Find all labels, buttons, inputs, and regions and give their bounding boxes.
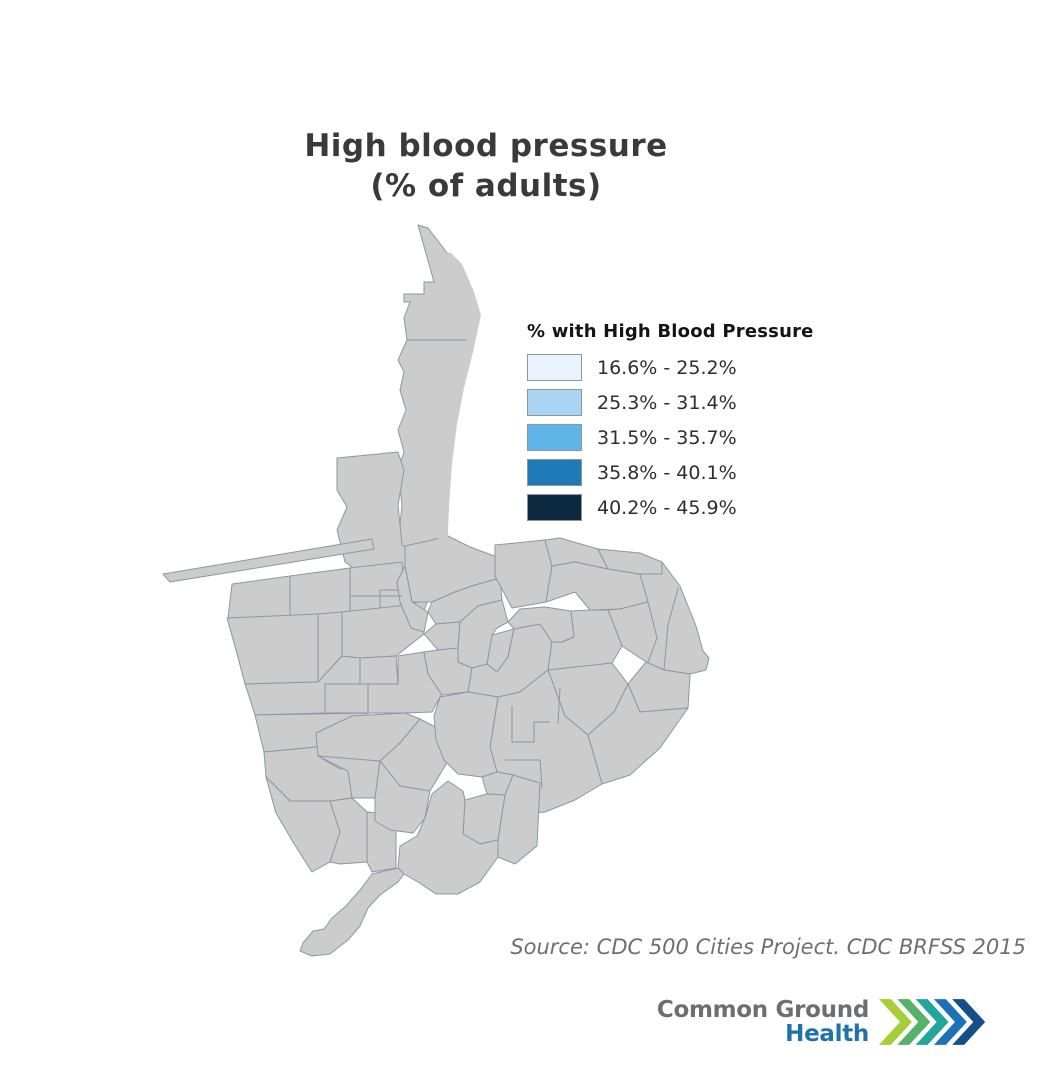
map-tract [359,655,399,685]
page-title: High blood pressure (% of adults) [186,126,786,206]
map-tract [329,797,368,865]
map-tract [289,567,351,619]
legend-row: 35.8% - 40.1% [527,459,814,486]
tract-boundary-line [511,706,550,743]
tract-boundary-line [647,601,658,663]
lake-spit [162,538,375,583]
source-note: Source: CDC 500 Cities Project. CDC BRFS… [510,935,1026,959]
legend-row: 25.3% - 31.4% [527,389,814,416]
genesee-river [438,252,481,556]
logo-chevrons-icon [879,999,986,1045]
title-line-1: High blood pressure [304,128,668,164]
map-tract [423,621,461,651]
legend-row: 40.2% - 45.9% [527,494,814,521]
map-tract [227,575,291,619]
legend-label: 25.3% - 31.4% [597,391,737,414]
logo-name-line1: Common Ground [656,997,869,1023]
map-legend: % with High Blood Pressure 16.6% - 25.2%… [527,321,814,529]
tract-boundary-line [505,759,543,789]
legend-swatch [527,424,582,451]
tract-boundary-line [557,687,561,725]
legend-swatch [527,459,582,486]
legend-label: 16.6% - 25.2% [597,356,737,379]
map-tract [397,339,470,557]
logo-name-line2: Health [785,1021,869,1047]
tract-boundary-line [663,587,679,671]
map-tract [324,683,369,714]
map-tract [226,613,319,685]
map-tract [317,755,381,799]
map-tract [299,867,405,957]
logo-text: Common Ground Health [657,998,869,1046]
map-tract [396,565,429,633]
legend-label: 40.2% - 45.9% [597,496,737,519]
legend-row: 16.6% - 25.2% [527,354,814,381]
legend-title: % with High Blood Pressure [527,321,814,342]
legend-swatch [527,494,582,521]
title-line-2: (% of adults) [370,168,602,204]
common-ground-health-logo: Common Ground Health [657,997,987,1047]
legend-label: 35.8% - 40.1% [597,461,737,484]
legend-label: 31.5% - 35.7% [597,426,737,449]
map-tract [494,539,553,609]
legend-row: 31.5% - 35.7% [527,424,814,451]
legend-swatch [527,389,582,416]
map-tract [497,774,541,865]
legend-swatch [527,354,582,381]
